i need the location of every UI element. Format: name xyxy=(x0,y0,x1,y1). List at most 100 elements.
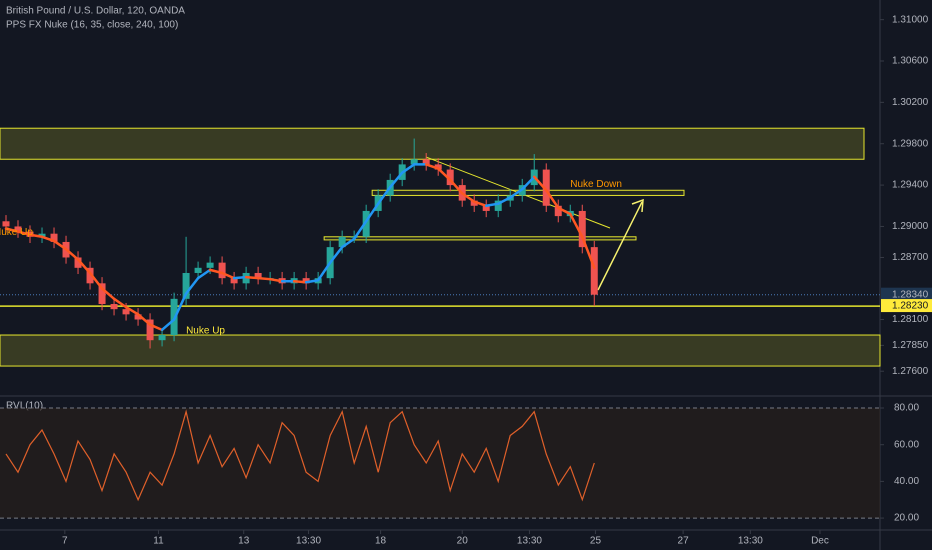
candle-body xyxy=(194,267,202,273)
ma-segment xyxy=(424,163,440,170)
candle-body xyxy=(2,221,10,227)
candle-body xyxy=(422,159,430,165)
y-tick-label: 1.28100 xyxy=(892,314,929,325)
candle-body xyxy=(434,164,442,170)
ma-segment xyxy=(376,185,392,205)
candle-body xyxy=(218,262,226,279)
ma-segment xyxy=(40,235,56,243)
ma-segment xyxy=(148,323,164,332)
level-box xyxy=(881,299,932,313)
ma-segment xyxy=(160,318,176,332)
y-tick-label: 40.00 xyxy=(894,476,919,487)
y-tick-label: 1.29000 xyxy=(892,221,929,232)
x-tick-label: 20 xyxy=(457,536,469,547)
last-price-label: 1.28340 xyxy=(892,289,929,300)
ma-segment xyxy=(581,235,596,270)
ma-segment xyxy=(352,220,368,241)
x-tick-label: 18 xyxy=(375,536,387,547)
ma-segment xyxy=(268,277,284,283)
ma-segment xyxy=(64,247,80,261)
candle-body xyxy=(86,267,94,284)
last-price-box xyxy=(881,287,932,301)
ma-segment xyxy=(244,275,260,280)
ma-segment xyxy=(76,258,92,275)
ma-segment xyxy=(532,175,548,192)
candle-body xyxy=(578,210,586,248)
candle-body xyxy=(158,335,166,341)
y-tick-label: 1.27850 xyxy=(892,340,929,351)
ma-segment xyxy=(400,163,416,174)
candle-body xyxy=(230,278,238,284)
level-label: 1.28230 xyxy=(892,301,929,312)
candle-body xyxy=(338,236,346,248)
y-tick-label: 80.00 xyxy=(894,403,919,414)
annotation: Nuke Up xyxy=(186,326,225,337)
candle-body xyxy=(74,257,82,268)
ma-segment xyxy=(340,237,356,249)
candle-body xyxy=(134,314,142,320)
candle-body xyxy=(590,247,598,295)
indicator-title: PPS FX Nuke (16, 35, close, 240, 100) xyxy=(6,20,178,31)
ma-segment xyxy=(496,196,512,205)
zone xyxy=(0,334,881,367)
candle-body xyxy=(206,262,214,268)
candle-body xyxy=(182,272,190,299)
ma-segment xyxy=(544,189,560,210)
zone xyxy=(0,127,865,160)
y-tick-label: 60.00 xyxy=(894,439,919,450)
ma-segment xyxy=(100,287,116,301)
y-tick-label: 1.29800 xyxy=(892,138,929,149)
chart-title: British Pound / U.S. Dollar, 120, OANDA xyxy=(6,6,185,17)
candle-body xyxy=(470,200,478,206)
candle-body xyxy=(14,226,22,232)
candle-body xyxy=(482,205,490,211)
candle-body xyxy=(38,233,46,237)
candle-body xyxy=(302,278,310,284)
ma-segment xyxy=(256,276,272,281)
annotation: Nuke Up xyxy=(0,227,33,238)
y-tick-label: 1.30200 xyxy=(892,97,929,108)
y-tick-label: 1.29400 xyxy=(892,180,929,191)
x-tick-label: 13:30 xyxy=(296,536,321,547)
rvi-title: RVI (10) xyxy=(6,401,43,412)
rvi-line xyxy=(5,409,595,502)
y-tick-label: 1.28700 xyxy=(892,252,929,263)
candle-body xyxy=(50,233,58,242)
candle-body xyxy=(494,200,502,211)
ma-segment xyxy=(208,268,224,275)
x-tick-label: 13:30 xyxy=(517,536,542,547)
ma-segment xyxy=(112,297,128,309)
y-tick-label: 1.31000 xyxy=(892,14,929,25)
candle-body xyxy=(542,169,550,206)
x-tick-label: 7 xyxy=(62,536,68,547)
x-tick-label: Dec xyxy=(811,536,829,547)
candle-body xyxy=(122,309,130,315)
rvi-band xyxy=(0,408,880,519)
ma-segment xyxy=(448,178,464,195)
ma-segment xyxy=(88,271,104,290)
ma-segment xyxy=(4,227,20,233)
ma-segment xyxy=(52,239,68,251)
y-tick-label: 1.30600 xyxy=(892,56,929,67)
arrow xyxy=(597,198,644,291)
zone xyxy=(371,189,685,196)
x-tick-label: 25 xyxy=(590,536,602,547)
candle-body xyxy=(554,205,562,217)
annotation: Nuke Down xyxy=(570,179,622,190)
ma-segment xyxy=(520,175,536,191)
x-tick-label: 13 xyxy=(238,536,250,547)
candle-body xyxy=(446,169,454,186)
candle-body xyxy=(410,159,418,165)
ma-segment xyxy=(28,233,44,239)
candle-body xyxy=(362,210,370,237)
candle-body xyxy=(254,272,262,279)
ma-segment xyxy=(304,278,320,284)
ma-segment xyxy=(364,202,380,223)
ma-segment xyxy=(484,202,500,208)
ma-segment xyxy=(508,187,524,199)
ma-segment xyxy=(328,245,344,264)
ma-segment xyxy=(460,192,476,203)
ma-segment xyxy=(557,206,572,216)
y-tick-label: 1.27600 xyxy=(892,366,929,377)
